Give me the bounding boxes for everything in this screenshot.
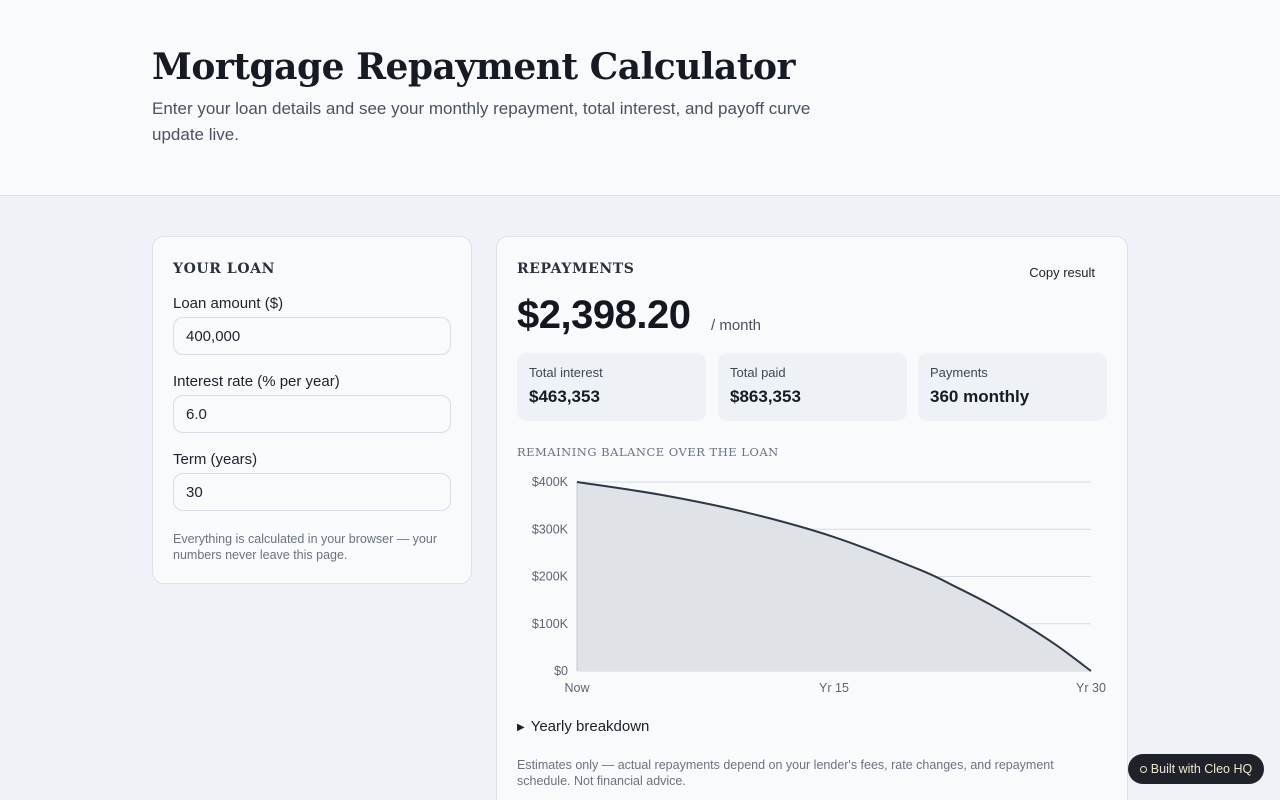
interest-rate-input[interactable] <box>173 395 451 433</box>
interest-rate-label: Interest rate (% per year) <box>173 373 340 390</box>
x-tick-label: Yr 15 <box>819 681 849 695</box>
balance-chart: $400K $300K $200K $100K $0 Now Yr 15 Yr 30 <box>532 475 1106 695</box>
term-years-label: Term (years) <box>173 451 258 468</box>
stat-value: $863,353 <box>730 387 801 406</box>
loan-amount-input[interactable] <box>173 317 451 355</box>
badge-label: Built with Cleo HQ <box>1150 762 1253 776</box>
loan-card-title: YOUR LOAN <box>173 261 276 277</box>
monthly-repayment-value: $2,398.20 <box>517 293 691 337</box>
circle-icon <box>1139 766 1147 773</box>
balance-area <box>577 482 1091 671</box>
privacy-note: Everything is calculated in your browser… <box>173 532 438 562</box>
y-tick-label: $0 <box>554 664 568 678</box>
page-title: Mortgage Repayment Calculator <box>152 46 796 88</box>
stat-total-paid: Total paid $863,353 <box>718 353 907 421</box>
stat-value: 360 monthly <box>930 387 1030 406</box>
loan-amount-label: Loan amount ($) <box>173 295 284 312</box>
page-subtitle: Enter your loan details and see your mon… <box>152 99 811 144</box>
copy-result-button[interactable]: Copy result <box>1017 261 1107 285</box>
stat-payments: Payments 360 monthly <box>918 353 1107 421</box>
stat-value: $463,353 <box>529 387 600 406</box>
loan-card: YOUR LOAN Loan amount ($) Interest rate … <box>152 236 472 584</box>
y-tick-label: $100K <box>532 617 569 631</box>
yearly-breakdown-toggle[interactable]: ▶ Yearly breakdown <box>517 718 649 735</box>
y-tick-label: $300K <box>532 522 569 536</box>
disclosure-triangle-icon: ▶ <box>517 722 525 733</box>
disclaimer: Estimates only — actual repayments depen… <box>517 758 1054 788</box>
repayments-card: REPAYMENTS Copy result $2,398.20 / month… <box>496 236 1128 800</box>
y-tick-label: $200K <box>532 570 569 584</box>
stat-label: Total paid <box>730 365 786 380</box>
y-tick-label: $400K <box>532 475 569 489</box>
x-tick-label: Now <box>564 681 590 695</box>
term-years-input[interactable] <box>173 473 451 511</box>
built-with-badge[interactable]: Built with Cleo HQ <box>1128 754 1264 784</box>
x-tick-label: Yr 30 <box>1076 681 1106 695</box>
balance-line <box>576 481 1092 672</box>
chart-title: REMAINING BALANCE OVER THE LOAN <box>517 445 779 459</box>
repayments-card-title: REPAYMENTS <box>517 261 635 277</box>
stat-label: Payments <box>930 365 988 380</box>
stat-label: Total interest <box>529 365 603 380</box>
page-header: Mortgage Repayment Calculator Enter your… <box>0 0 1280 196</box>
stat-total-interest: Total interest $463,353 <box>517 353 706 421</box>
yearly-breakdown-label: Yearly breakdown <box>530 718 650 735</box>
monthly-repayment-unit: / month <box>711 317 762 334</box>
